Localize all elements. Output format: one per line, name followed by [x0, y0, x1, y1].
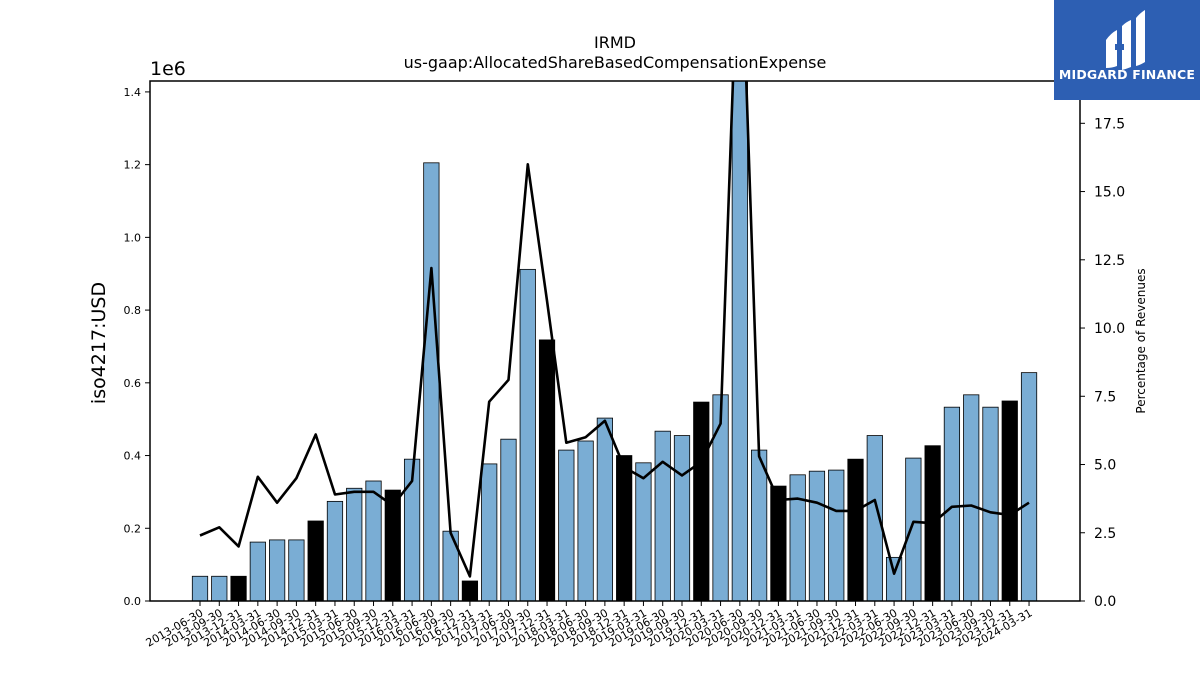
chart-title: IRMD — [594, 33, 636, 52]
y-tick-label: 0.2 — [124, 522, 142, 535]
bar — [461, 580, 479, 601]
y2-axis-label: Percentage of Revenues — [1134, 268, 1148, 413]
percent-line-series — [199, 81, 1030, 578]
bar — [577, 440, 594, 601]
bar — [943, 406, 961, 601]
bar — [673, 435, 691, 601]
bar — [789, 474, 806, 601]
axes: 0.0 0.2 0.4 0.6 0.8 1.0 1.2 1.4 0.0 2.5 5.0 7.5 10.0… — [124, 80, 1125, 650]
y-tick-label: 0.8 — [124, 304, 142, 317]
bar — [211, 575, 228, 601]
bar — [828, 469, 845, 601]
bar — [249, 541, 266, 601]
bar — [596, 417, 613, 601]
bar — [905, 457, 922, 601]
bar — [982, 406, 999, 601]
bar — [885, 556, 903, 601]
bar — [616, 455, 633, 601]
bar — [191, 575, 209, 601]
y-axis-label: iso4217:USD — [88, 282, 110, 404]
y-tick-label: 1.0 — [124, 231, 142, 244]
y2-tick-label: 5.0 — [1094, 458, 1116, 474]
bar — [384, 489, 401, 601]
bar — [635, 462, 652, 601]
y-tick-label: 0.0 — [124, 595, 142, 608]
bar — [423, 162, 440, 601]
y2-tick-label: 15.0 — [1094, 185, 1125, 201]
y2-tick-label: 10.0 — [1094, 321, 1125, 337]
bar — [693, 401, 710, 601]
bar — [307, 520, 324, 601]
bar — [808, 470, 826, 601]
y2-tick-label: 17.5 — [1094, 116, 1125, 132]
bar — [481, 463, 498, 601]
bar-series — [191, 81, 1038, 601]
logo-mark-icon — [1106, 10, 1145, 70]
bar — [269, 539, 286, 601]
bar — [558, 449, 575, 601]
y-tick-label: 0.6 — [124, 377, 142, 390]
logo-text: MIDGARD FINANCE — [1058, 67, 1196, 82]
chart-subtitle: us-gaap:AllocatedShareBasedCompensationE… — [404, 53, 827, 72]
bar — [519, 268, 536, 601]
bar — [230, 575, 247, 601]
bar — [770, 485, 787, 601]
percent-line — [199, 81, 1030, 578]
bar — [1001, 400, 1018, 601]
y2-tick-label: 2.5 — [1094, 526, 1116, 542]
y-tick-label: 0.4 — [124, 450, 142, 463]
midgard-finance-logo: MIDGARD FINANCE — [1054, 0, 1200, 100]
bar — [288, 539, 305, 601]
bar — [1020, 372, 1038, 601]
plot-frame — [149, 80, 1081, 602]
bar — [538, 339, 556, 601]
y-axis-offset-label: 1e6 — [150, 58, 186, 80]
y2-tick-label: 12.5 — [1094, 253, 1125, 269]
bar — [751, 449, 768, 601]
bar — [403, 458, 421, 601]
bar — [326, 500, 344, 601]
y-tick-label: 1.2 — [124, 159, 142, 172]
bar — [500, 438, 517, 601]
y2-tick-label: 0.0 — [1094, 594, 1116, 610]
bar — [365, 480, 382, 601]
y-tick-label: 1.4 — [124, 86, 142, 99]
y2-tick-label: 7.5 — [1094, 389, 1116, 405]
bar — [731, 81, 748, 601]
bar — [847, 458, 864, 601]
bar — [654, 430, 671, 601]
bar — [442, 530, 459, 601]
bar — [346, 487, 363, 601]
bar — [963, 394, 980, 601]
